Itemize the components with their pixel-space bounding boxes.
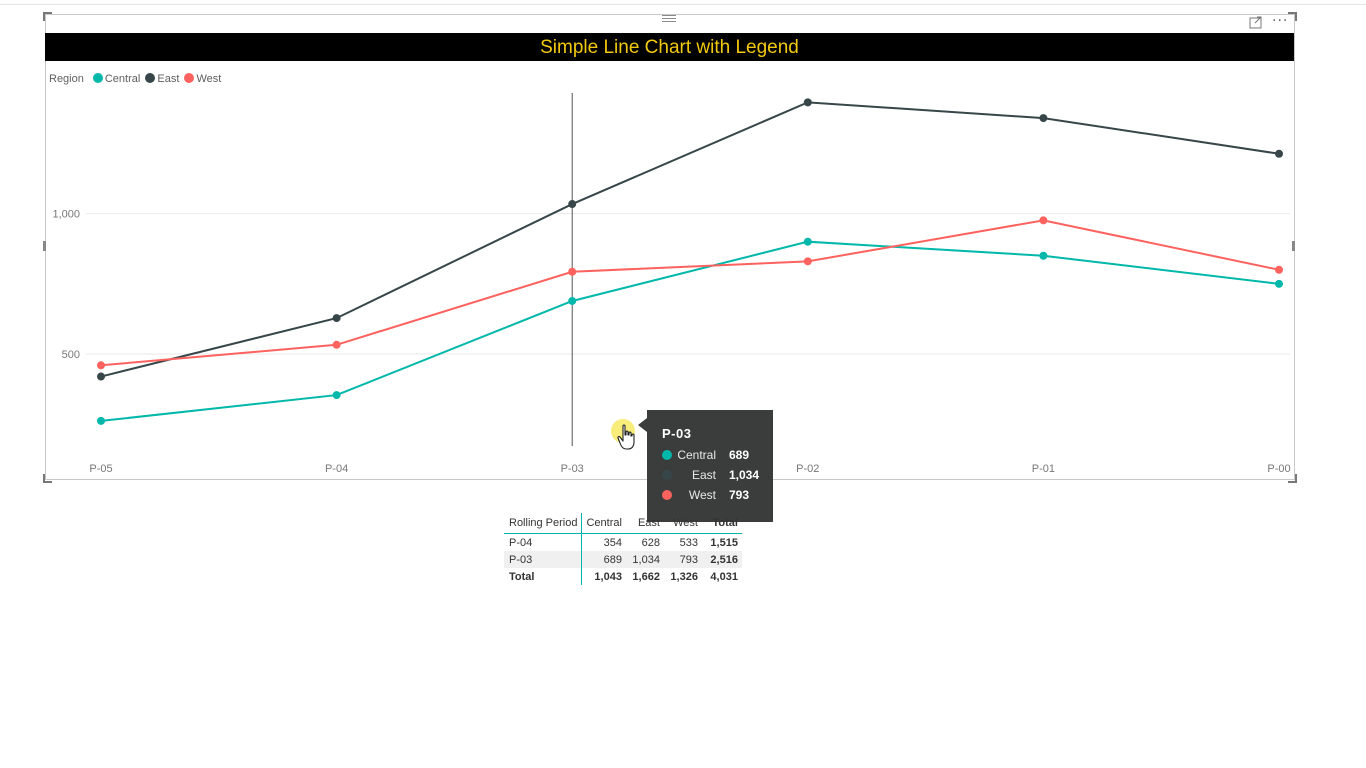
table-row: P-04 354 628 533 1,515 <box>504 533 742 551</box>
matrix-header-rolling-period[interactable]: Rolling Period <box>504 513 583 534</box>
resize-handle-top-left[interactable] <box>43 12 52 21</box>
focus-mode-icon[interactable] <box>1249 16 1263 29</box>
matrix-cell: 354 <box>603 536 622 549</box>
x-tick-label: P-01 <box>1032 463 1055 475</box>
tooltip-dot-east <box>662 470 672 480</box>
legend-item-central[interactable]: Central <box>92 73 141 85</box>
series-line-east <box>100 101 1280 378</box>
x-tick-label: P-03 <box>561 463 584 475</box>
data-point-east <box>1275 149 1283 158</box>
hand-cursor-icon <box>617 424 635 450</box>
tooltip-row-central: Central 689 <box>661 448 771 464</box>
y-tick-label: 1,000 <box>52 209 80 221</box>
data-point-east <box>97 372 105 381</box>
top-divider <box>0 4 1366 5</box>
data-point-central <box>1039 251 1048 260</box>
more-options-icon[interactable]: ··· <box>1272 13 1289 29</box>
matrix-row-label: P-04 <box>504 533 583 551</box>
legend-dot-west <box>184 73 195 83</box>
matrix-row-label: P-03 <box>504 551 583 568</box>
data-point-central <box>1275 279 1283 288</box>
matrix-header-west[interactable]: West <box>663 513 702 534</box>
data-point-east <box>1039 114 1048 123</box>
legend-title: Region <box>49 73 84 85</box>
series-line-west <box>100 219 1280 367</box>
line-chart-plot[interactable]: 500 1,000 P-05 P-04 P-03 P-02 P-01 P-00 <box>0 0 1366 490</box>
legend-item-west[interactable]: West <box>184 73 221 85</box>
matrix-cell: 793 <box>663 551 702 568</box>
tooltip-row-west: West 793 <box>661 488 771 504</box>
x-tick-label: P-00 <box>1267 463 1290 475</box>
tooltip-row-east: East 1,034 <box>661 468 771 484</box>
matrix-header-central[interactable]: Central <box>581 513 626 534</box>
resize-handle-top-right[interactable] <box>1288 12 1297 21</box>
table-row: P-03 689 1,034 793 2,516 <box>504 551 742 568</box>
legend-label-central: Central <box>104 73 141 85</box>
chart-tooltip: P-03 Central 689 East 1,034 West 793 <box>638 410 773 522</box>
tooltip-dot-central <box>662 450 672 460</box>
tooltip-label-east: East <box>691 468 716 482</box>
tooltip-title: P-03 <box>662 426 692 441</box>
matrix-total-cell: 1,326 <box>670 570 698 583</box>
matrix-total-cell: 1,662 <box>632 570 660 583</box>
matrix-cell: 533 <box>679 536 698 549</box>
resize-handle-bottom-left[interactable] <box>43 474 52 483</box>
data-point-central <box>332 391 341 400</box>
tooltip-dot-west <box>662 490 672 500</box>
data-point-west <box>1275 265 1283 274</box>
matrix-cell: 1,034 <box>625 551 664 568</box>
x-tick-label: P-04 <box>325 463 348 475</box>
matrix-header-row: Rolling Period Central East West Total <box>504 513 742 534</box>
data-point-east <box>568 200 577 209</box>
drag-grip-icon[interactable] <box>662 15 676 23</box>
x-tick-label: P-02 <box>796 463 819 475</box>
legend-dot-east <box>145 73 156 83</box>
tooltip-value-central: 689 <box>729 448 750 462</box>
matrix-cell-total: 1,515 <box>710 536 738 549</box>
data-point-central <box>568 296 577 305</box>
tooltip-value-east: 1,034 <box>729 468 760 482</box>
legend-dot-central <box>92 73 103 83</box>
data-point-east <box>803 98 812 107</box>
matrix-total-label: Total <box>504 568 583 585</box>
matrix-cell: 689 <box>581 551 626 568</box>
matrix-total-row: Total 1,043 1,662 1,326 4,031 <box>504 568 742 585</box>
chart-title: Simple Line Chart with Legend <box>540 37 799 58</box>
tooltip-label-central: Central <box>677 448 716 462</box>
matrix-header-total[interactable]: Total <box>701 513 742 534</box>
data-point-central <box>97 416 105 425</box>
matrix-cell-total: 2,516 <box>701 551 742 568</box>
chart-title-bar: Simple Line Chart with Legend <box>45 33 1294 61</box>
resize-handle-bottom-right[interactable] <box>1288 474 1297 483</box>
chart-legend: Region Central East West <box>49 73 223 85</box>
matrix-cell: 628 <box>641 536 660 549</box>
data-point-west <box>1039 216 1048 225</box>
tooltip-value-west: 793 <box>729 488 750 502</box>
matrix-header-east[interactable]: East <box>625 513 664 534</box>
y-tick-label: 500 <box>62 349 80 361</box>
x-tick-label: P-05 <box>89 463 112 475</box>
data-point-west <box>568 267 577 276</box>
legend-label-east: East <box>157 73 180 85</box>
data-point-west <box>803 257 812 266</box>
tooltip-label-west: West <box>688 488 716 502</box>
series-line-central <box>100 240 1280 422</box>
matrix-total-cell: 1,043 <box>594 570 622 583</box>
data-point-east <box>332 314 341 323</box>
resize-handle-left[interactable] <box>43 241 46 251</box>
legend-item-east[interactable]: East <box>145 73 179 85</box>
data-point-central <box>803 237 812 246</box>
matrix-grand-total-cell: 4,031 <box>710 570 738 583</box>
data-point-west <box>332 340 341 349</box>
matrix-table: Rolling Period Central East West Total P… <box>504 513 742 585</box>
resize-handle-right[interactable] <box>1292 241 1295 251</box>
legend-label-west: West <box>196 73 222 85</box>
data-point-west <box>97 361 105 370</box>
